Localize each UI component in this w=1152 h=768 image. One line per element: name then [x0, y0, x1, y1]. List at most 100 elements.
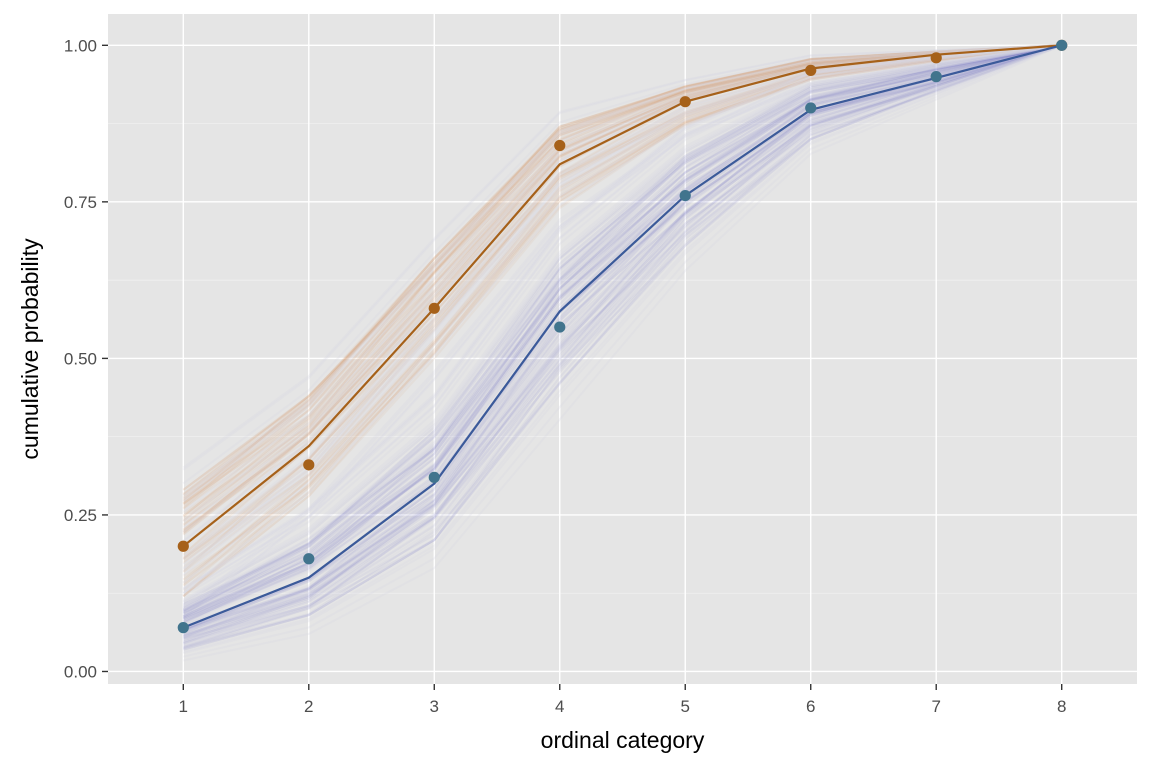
draw-line	[182, 44, 1062, 618]
series-1-point	[805, 64, 817, 76]
draw-line	[182, 44, 1062, 506]
draw-line	[183, 44, 1063, 651]
draw-line	[182, 44, 1062, 559]
draw-line	[182, 44, 1063, 634]
x-axis-title: ordinal category	[541, 727, 705, 753]
draw-line	[182, 44, 1062, 573]
major-gridlines	[108, 14, 1137, 684]
draw-line	[182, 44, 1062, 587]
draw-line-faint	[182, 44, 1062, 576]
series-1-point	[554, 139, 566, 152]
draw-line-faint	[182, 44, 1062, 634]
draw-line	[183, 44, 1063, 650]
draw-line	[182, 44, 1062, 571]
draw-line	[182, 44, 1063, 640]
draw-line	[182, 44, 1062, 614]
draw-line-faint	[182, 44, 1062, 603]
draw-line-faint	[182, 44, 1062, 584]
draw-line	[182, 44, 1062, 560]
draw-line	[182, 44, 1062, 620]
draw-line	[182, 44, 1062, 630]
draw-line-faint	[182, 44, 1062, 613]
draw-line	[182, 44, 1062, 491]
draw-line	[182, 44, 1063, 643]
draw-line	[182, 44, 1063, 637]
draw-line	[182, 44, 1062, 496]
draw-line	[183, 44, 1063, 640]
draw-line-faint	[183, 44, 1063, 662]
draw-line	[182, 44, 1062, 517]
draw-line-faint	[182, 44, 1062, 557]
draw-line-faint	[183, 44, 1063, 651]
draw-line-faint	[182, 44, 1062, 638]
draw-line	[182, 44, 1062, 519]
draw-line-faint	[182, 44, 1062, 591]
draw-line	[182, 44, 1062, 505]
draw-line	[182, 44, 1062, 521]
draw-line	[182, 44, 1063, 634]
draw-line-faint	[182, 44, 1062, 471]
draw-line	[182, 44, 1062, 507]
draw-line	[182, 44, 1062, 592]
x-tick-label: 8	[1057, 697, 1066, 716]
draw-line	[183, 44, 1063, 651]
plot-panel	[108, 14, 1137, 684]
draw-line-faint	[182, 44, 1062, 503]
draw-line	[182, 44, 1062, 612]
draw-line	[182, 44, 1062, 623]
draw-line	[182, 44, 1062, 556]
draw-line	[182, 44, 1062, 510]
draw-line	[182, 44, 1062, 621]
series-2-fitted-line	[182, 44, 1062, 629]
draw-line	[182, 44, 1062, 614]
draw-line	[182, 44, 1062, 518]
draw-line-faint	[182, 44, 1062, 522]
draw-line	[182, 44, 1062, 502]
draw-line	[183, 44, 1063, 649]
draw-line	[182, 44, 1062, 499]
x-tick-label: 6	[806, 697, 815, 716]
draw-line-faint	[182, 44, 1062, 513]
draw-line-faint	[182, 44, 1062, 602]
series-2-point	[805, 102, 817, 114]
draw-line	[182, 44, 1062, 615]
draw-line	[182, 44, 1063, 649]
series-1-point	[679, 96, 691, 108]
x-tick-label: 5	[681, 697, 690, 716]
draw-line	[182, 44, 1063, 632]
draw-line	[182, 44, 1062, 581]
y-axis-title: cumulative probability	[17, 238, 43, 460]
minor-gridlines	[108, 123, 1137, 594]
draw-line-faint	[182, 44, 1062, 610]
draw-line	[182, 44, 1063, 635]
draw-line	[182, 44, 1062, 612]
draw-line-faint	[182, 44, 1062, 529]
draw-line-faint	[182, 44, 1062, 594]
series-1-point	[177, 540, 189, 552]
draw-line	[182, 44, 1062, 503]
draw-line	[182, 44, 1062, 517]
series-1-fitted-line	[182, 44, 1062, 548]
y-tick-label: 1.00	[64, 36, 97, 55]
draw-line-faint	[182, 44, 1062, 570]
series-2-point	[554, 321, 566, 333]
x-tick-label: 3	[430, 697, 439, 716]
draw-line	[182, 44, 1062, 561]
series-1-point	[428, 302, 440, 314]
draw-line-faint	[182, 44, 1062, 589]
draw-line	[182, 44, 1062, 497]
series-2-draws	[182, 44, 1063, 662]
draw-line-faint	[182, 44, 1062, 619]
draw-line-faint	[182, 44, 1062, 597]
x-tick-label: 1	[179, 697, 188, 716]
axis-ticks: 0.00 0.25 0.50 0.75 1.00 1 2 3 4 5 6 7 8	[64, 36, 1067, 716]
draw-line	[182, 44, 1062, 598]
draw-line	[182, 44, 1062, 514]
draw-line	[182, 44, 1062, 495]
draw-line	[182, 44, 1062, 598]
draw-line-faint	[182, 44, 1063, 643]
draw-line	[182, 44, 1062, 586]
draw-line-faint	[182, 44, 1062, 565]
draw-line	[182, 44, 1062, 618]
draw-line-faint	[182, 44, 1062, 611]
